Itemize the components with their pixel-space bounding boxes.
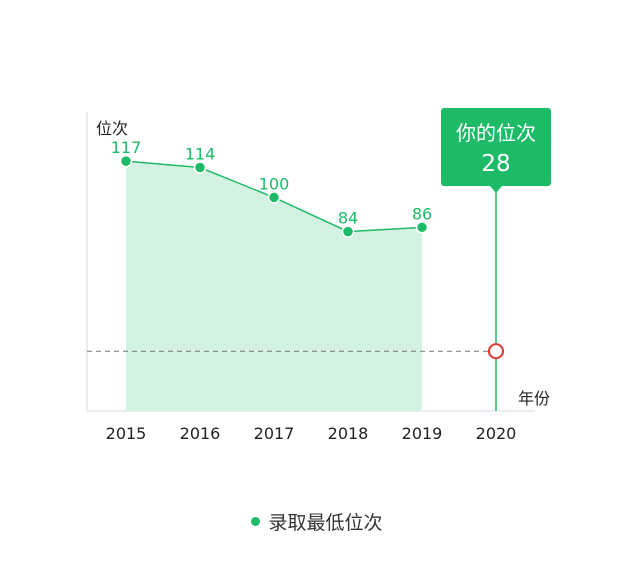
y-axis-title: 位次 (96, 119, 128, 138)
data-points: 117 114 100 84 86 (111, 138, 432, 238)
x-tick-label: 2020 (476, 424, 517, 443)
data-label-2015: 117 (111, 138, 142, 157)
data-label-2018: 84 (338, 209, 358, 228)
your-rank-point[interactable] (487, 343, 505, 360)
series-area (126, 161, 422, 411)
x-tick-label: 2018 (328, 424, 369, 443)
tooltip-value: 28 (481, 151, 510, 177)
tooltip-arrow (490, 186, 502, 193)
legend: 录取最低位次 (0, 508, 634, 535)
x-tick-label: 2016 (180, 424, 221, 443)
data-point-2017[interactable] (267, 191, 281, 204)
data-label-2017: 100 (259, 174, 290, 193)
tooltip-label: 你的位次 (456, 121, 536, 145)
data-point-2015[interactable] (119, 154, 133, 168)
legend-dot-icon (251, 517, 261, 526)
data-point-2019[interactable] (415, 221, 429, 234)
x-tick-labels: 2015 2016 2017 2018 2019 2020 (106, 424, 517, 443)
x-tick-label: 2017 (254, 424, 295, 443)
data-point-2016[interactable] (193, 161, 207, 174)
data-point-2018[interactable] (341, 225, 355, 238)
your-rank-tooltip: 你的位次 28 (441, 108, 551, 193)
legend-label[interactable]: 录取最低位次 (268, 512, 383, 534)
data-label-2016: 114 (185, 145, 216, 164)
data-label-2019: 86 (412, 204, 432, 223)
x-tick-label: 2019 (402, 424, 443, 443)
tooltip-box (441, 108, 551, 186)
x-axis-title: 年份 (518, 389, 550, 408)
x-tick-label: 2015 (106, 424, 147, 443)
